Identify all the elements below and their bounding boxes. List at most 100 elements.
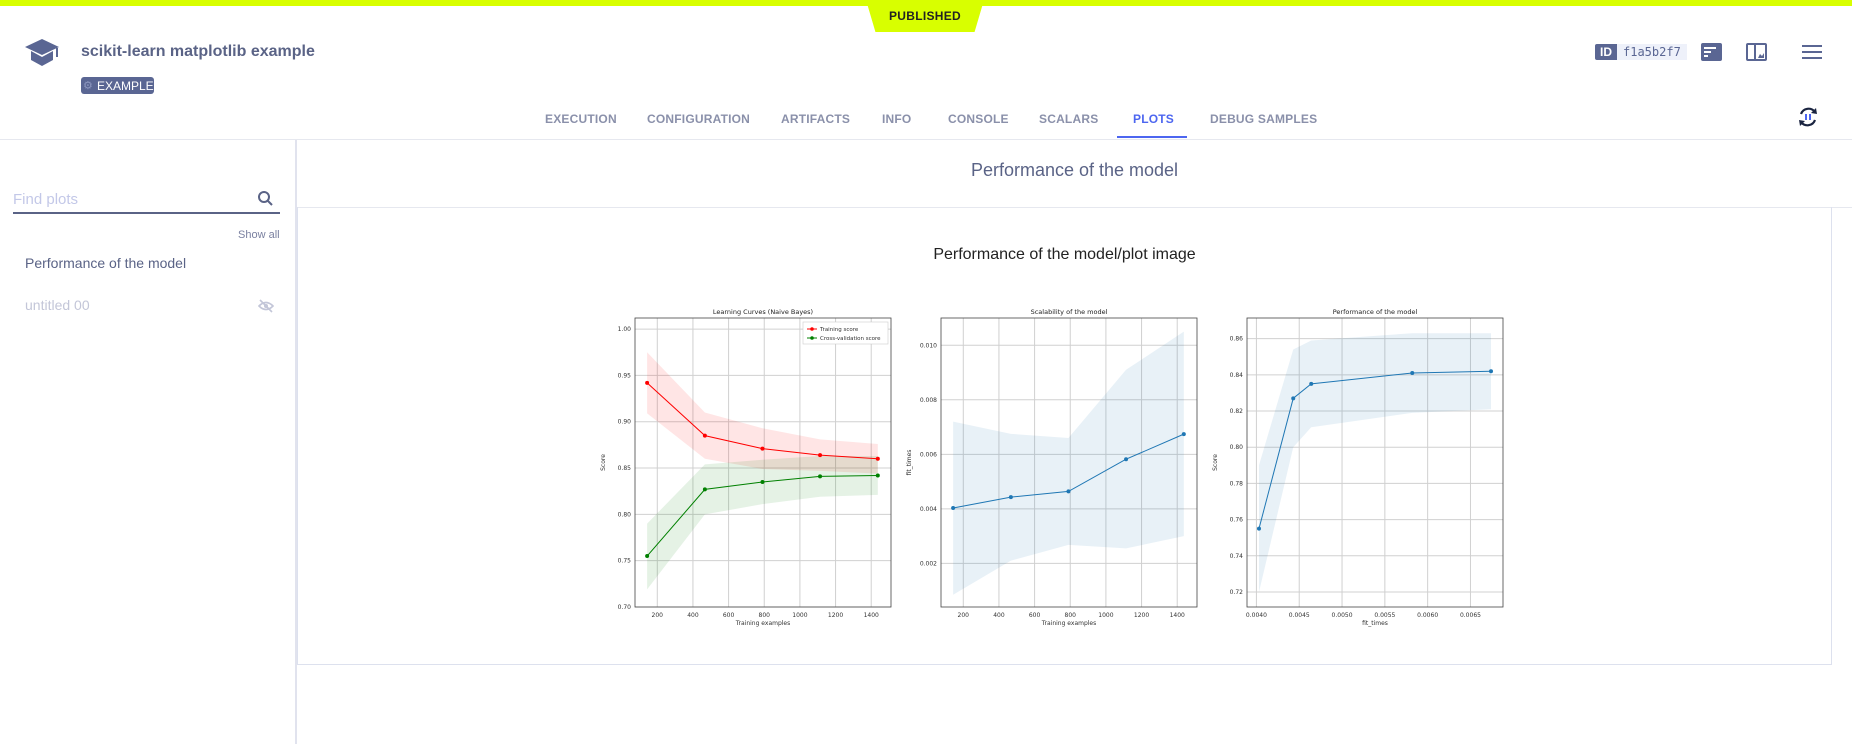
data-point bbox=[1309, 381, 1314, 386]
legend-entry: Training score bbox=[819, 327, 859, 333]
data-point bbox=[1291, 396, 1296, 401]
x-tick-label: 200 bbox=[652, 612, 664, 619]
x-tick-label: 1200 bbox=[1134, 612, 1149, 619]
status-badge: PUBLISHED bbox=[866, 0, 984, 32]
layout-toggle-icon[interactable] bbox=[1746, 43, 1767, 61]
x-tick-label: 800 bbox=[759, 612, 771, 619]
legend-marker bbox=[810, 327, 814, 331]
x-tick-label: 400 bbox=[993, 612, 1005, 619]
plot-area bbox=[635, 318, 891, 607]
x-tick-label: 0.0045 bbox=[1289, 612, 1310, 619]
chart-2: 200 400 600 800 1000 1200 1400 0.002 0.004 0.006 0… bbox=[906, 308, 1198, 627]
chart-title: Performance of the model bbox=[1333, 308, 1418, 316]
data-point bbox=[875, 456, 880, 461]
y-axis-label: Score bbox=[600, 454, 607, 471]
menu-icon[interactable] bbox=[1802, 45, 1822, 60]
x-tick-label: 0.0040 bbox=[1246, 612, 1267, 619]
data-point bbox=[760, 446, 765, 451]
find-plots-input[interactable] bbox=[13, 186, 280, 214]
sidebar-divider bbox=[295, 140, 297, 744]
axes-frame bbox=[940, 317, 1198, 608]
y-tick-label: 0.85 bbox=[618, 465, 632, 472]
x-tick-label: 0.0055 bbox=[1374, 612, 1395, 619]
x-tick-label: 1400 bbox=[864, 612, 879, 619]
y-tick-label: 0.004 bbox=[920, 506, 937, 513]
tab-debug-samples[interactable]: DEBUG SAMPLES bbox=[1210, 112, 1318, 126]
gear-icon: ⚙ bbox=[83, 80, 93, 92]
plot-area bbox=[941, 318, 1197, 607]
legend-marker bbox=[810, 336, 814, 340]
y-tick-label: 0.82 bbox=[1230, 408, 1244, 415]
tab-artifacts[interactable]: ARTIFACTS bbox=[781, 112, 851, 126]
x-tick-label: 1000 bbox=[1098, 612, 1113, 619]
data-point bbox=[875, 473, 880, 478]
x-tick-label: 1200 bbox=[828, 612, 843, 619]
data-point bbox=[1489, 369, 1494, 374]
y-tick-label: 0.95 bbox=[618, 372, 632, 379]
x-tick-label: 400 bbox=[687, 612, 699, 619]
y-axis-label: Score bbox=[1212, 454, 1219, 471]
details-panel-icon[interactable] bbox=[1701, 43, 1722, 61]
y-tick-label: 0.75 bbox=[618, 558, 632, 565]
graduation-cap-icon bbox=[25, 39, 59, 66]
header-divider bbox=[0, 139, 1852, 140]
data-point bbox=[1066, 489, 1071, 494]
tab-plots[interactable]: PLOTS bbox=[1133, 112, 1175, 126]
y-tick-label: 0.74 bbox=[1230, 553, 1244, 560]
std-band bbox=[953, 331, 1184, 595]
x-axis-label: Training examples bbox=[735, 620, 791, 627]
task-title: scikit-learn matplotlib example bbox=[81, 43, 315, 60]
data-point bbox=[1124, 457, 1129, 462]
plot-area bbox=[1247, 318, 1503, 607]
x-tick-label: 600 bbox=[723, 612, 735, 619]
y-tick-label: 0.90 bbox=[618, 419, 632, 426]
tab-info[interactable]: INFO bbox=[882, 112, 912, 126]
std-band bbox=[647, 352, 878, 474]
plot-list-item[interactable]: Performance of the model bbox=[25, 255, 187, 271]
x-tick-label: 0.0050 bbox=[1332, 612, 1353, 619]
plot-list-item[interactable]: untitled 00 bbox=[25, 297, 90, 313]
axes-frame bbox=[1246, 317, 1504, 608]
tag-badge[interactable]: ⚙ EXAMPLE bbox=[81, 77, 154, 94]
data-point bbox=[702, 433, 707, 438]
y-tick-label: 0.006 bbox=[920, 451, 937, 458]
y-tick-label: 0.86 bbox=[1230, 336, 1244, 343]
tab-console[interactable]: CONSOLE bbox=[948, 112, 1009, 126]
section-divider bbox=[297, 207, 1852, 208]
y-tick-label: 0.008 bbox=[920, 397, 937, 404]
chart-1: 200 400 600 800 1000 1200 1400 0.70 0.75 0.80 0.85… bbox=[600, 308, 892, 627]
data-point bbox=[951, 506, 956, 511]
task-id-badge[interactable]: ID f1a5b2f7 bbox=[1595, 44, 1687, 60]
auto-refresh-pause-icon[interactable] bbox=[1797, 106, 1819, 128]
data-point bbox=[1410, 371, 1415, 376]
data-point bbox=[818, 453, 823, 458]
x-tick-label: 800 bbox=[1065, 612, 1077, 619]
tag-label: EXAMPLE bbox=[97, 78, 154, 93]
y-tick-label: 0.002 bbox=[920, 560, 937, 567]
x-tick-label: 0.0065 bbox=[1460, 612, 1481, 619]
data-point bbox=[818, 474, 823, 479]
data-point bbox=[1008, 495, 1013, 500]
section-title: Performance of the model bbox=[970, 160, 1179, 180]
x-tick-label: 600 bbox=[1029, 612, 1041, 619]
y-tick-label: 0.80 bbox=[1230, 444, 1244, 451]
id-value: f1a5b2f7 bbox=[1617, 44, 1687, 60]
plot-card bbox=[297, 207, 1832, 665]
tab-scalars[interactable]: SCALARS bbox=[1039, 112, 1099, 126]
search-icon[interactable] bbox=[257, 190, 273, 206]
tab-configuration[interactable]: CONFIGURATION bbox=[647, 112, 751, 126]
x-tick-label: 0.0060 bbox=[1417, 612, 1438, 619]
eye-off-icon[interactable] bbox=[258, 299, 274, 313]
tab-execution[interactable]: EXECUTION bbox=[545, 112, 617, 126]
x-axis-label: fit_times bbox=[1362, 620, 1388, 627]
data-point bbox=[645, 380, 650, 385]
y-tick-label: 1.00 bbox=[618, 326, 632, 333]
y-tick-label: 0.72 bbox=[1230, 589, 1244, 596]
chart-title: Scalability of the model bbox=[1031, 308, 1108, 316]
data-point bbox=[645, 554, 650, 559]
active-tab-indicator bbox=[1117, 136, 1187, 138]
y-tick-label: 0.76 bbox=[1230, 517, 1244, 524]
x-tick-label: 1000 bbox=[792, 612, 807, 619]
legend bbox=[802, 321, 889, 345]
show-all-link[interactable]: Show all bbox=[238, 229, 280, 241]
